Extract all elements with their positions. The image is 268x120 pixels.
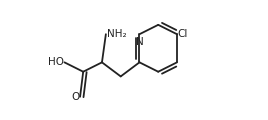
Text: N: N — [136, 37, 143, 47]
Text: HO: HO — [48, 57, 64, 67]
Text: O: O — [71, 92, 79, 102]
Text: NH₂: NH₂ — [107, 29, 126, 39]
Text: Cl: Cl — [178, 29, 188, 39]
